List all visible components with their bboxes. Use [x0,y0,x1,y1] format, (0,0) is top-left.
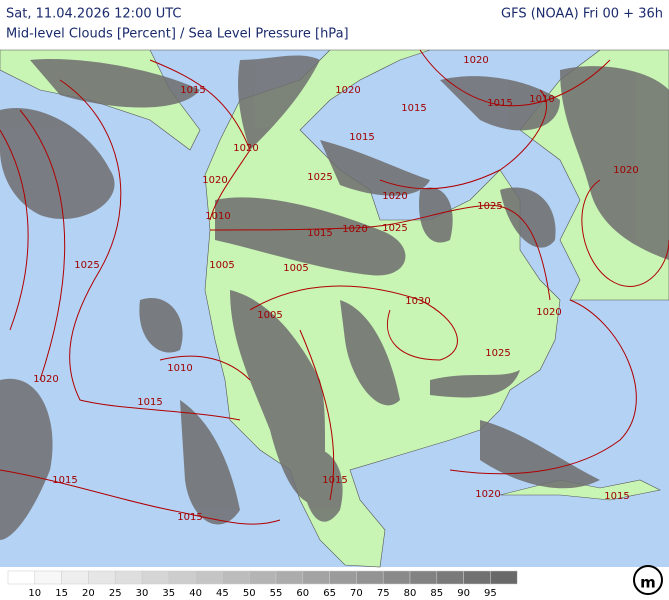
legend-swatch [222,570,250,585]
isobar-label: 1005 [283,263,308,274]
legend-label: 70 [350,588,363,599]
isobar-label: 1015 [487,98,512,109]
legend-swatch [88,570,116,585]
isobar-label: 1020 [536,307,561,318]
isobar-label: 1015 [177,512,202,523]
legend-label: 55 [270,588,283,599]
isobar-label: 1020 [335,85,360,96]
legend-swatch [275,570,304,585]
legend-label: 95 [484,588,497,599]
legend-swatch [34,570,62,585]
isobars [0,49,669,525]
isobar-label: 1020 [233,143,258,154]
map-subtitle: Mid-level Clouds [Percent] / Sea Level P… [6,27,349,42]
isobar-label: 1015 [180,85,205,96]
legend-label: 45 [216,588,229,599]
map: 1020 1015 1020 1015 1015 1010 1020 1015 1020 1025… [0,49,669,568]
isobar-label: 1020 [463,55,488,66]
legend-swatch [356,570,384,585]
isobar-label: 1025 [485,348,510,359]
legend-label: 75 [377,588,390,599]
legend-swatch [168,570,196,585]
isobar-label: 1030 [405,296,430,307]
legend-label: 30 [136,588,149,599]
isobar-label: 1005 [209,260,234,271]
legend-swatch [409,570,438,585]
legend-swatch [114,570,143,585]
legend-label: 65 [323,588,336,599]
legend-label: 10 [28,588,41,599]
isobar-label: 1020 [613,165,638,176]
legend-swatch [463,570,491,585]
isobar-label: 1015 [401,103,426,114]
isobar-label: 1010 [205,211,230,222]
isobar-label: 1015 [52,475,77,486]
logo: m [633,565,663,595]
isobar-label: 1025 [307,172,332,183]
legend-label: 50 [243,588,256,599]
isobar-label: 1015 [307,228,332,239]
legend-label: 85 [430,588,443,599]
legend-label: 90 [457,588,470,599]
legend-label: 20 [82,588,95,599]
isobar-label: 1015 [137,397,162,408]
legend-label: 40 [189,588,202,599]
isobar-label: 1025 [382,223,407,234]
legend-swatch [7,570,36,585]
legend-swatch [248,570,277,585]
legend-swatch [141,570,170,585]
svg-text:m: m [640,574,656,592]
legend-swatch [61,570,89,585]
legend-swatch [490,570,518,585]
legend-swatch [329,570,357,585]
legend-label: 15 [55,588,68,599]
isobar-label: 1025 [74,260,99,271]
legend-label: 35 [162,588,175,599]
legend-swatch [302,570,330,585]
legend-label: 80 [404,588,417,599]
isobar-label: 1020 [33,374,58,385]
isobar-label: 1015 [322,475,347,486]
isobar-label: 1010 [529,94,554,105]
legend-swatch [436,570,464,585]
isobar-label: 1020 [202,175,227,186]
legend-label: 25 [109,588,122,599]
legend-swatch [382,570,411,585]
model-run: GFS (NOAA) Fri 00 + 36h [501,7,663,22]
isobar-label: 1020 [382,191,407,202]
isobar-label: 1005 [257,310,282,321]
isobar-label: 1015 [604,491,629,502]
legend: 10 15 20 25 30 35 40 45 50 55 60 65 70 75 80 85 90 95 [7,570,518,599]
legend-label: 60 [296,588,309,599]
isobar-label: 1025 [477,201,502,212]
isobar-label: 1020 [342,224,367,235]
legend-swatch [195,570,223,585]
isobar-label: 1010 [167,363,192,374]
isobar-label: 1015 [349,132,374,143]
valid-time: Sat, 11.04.2026 12:00 UTC [6,7,182,22]
cloud-cover [0,55,669,540]
isobar-label: 1020 [475,489,500,500]
